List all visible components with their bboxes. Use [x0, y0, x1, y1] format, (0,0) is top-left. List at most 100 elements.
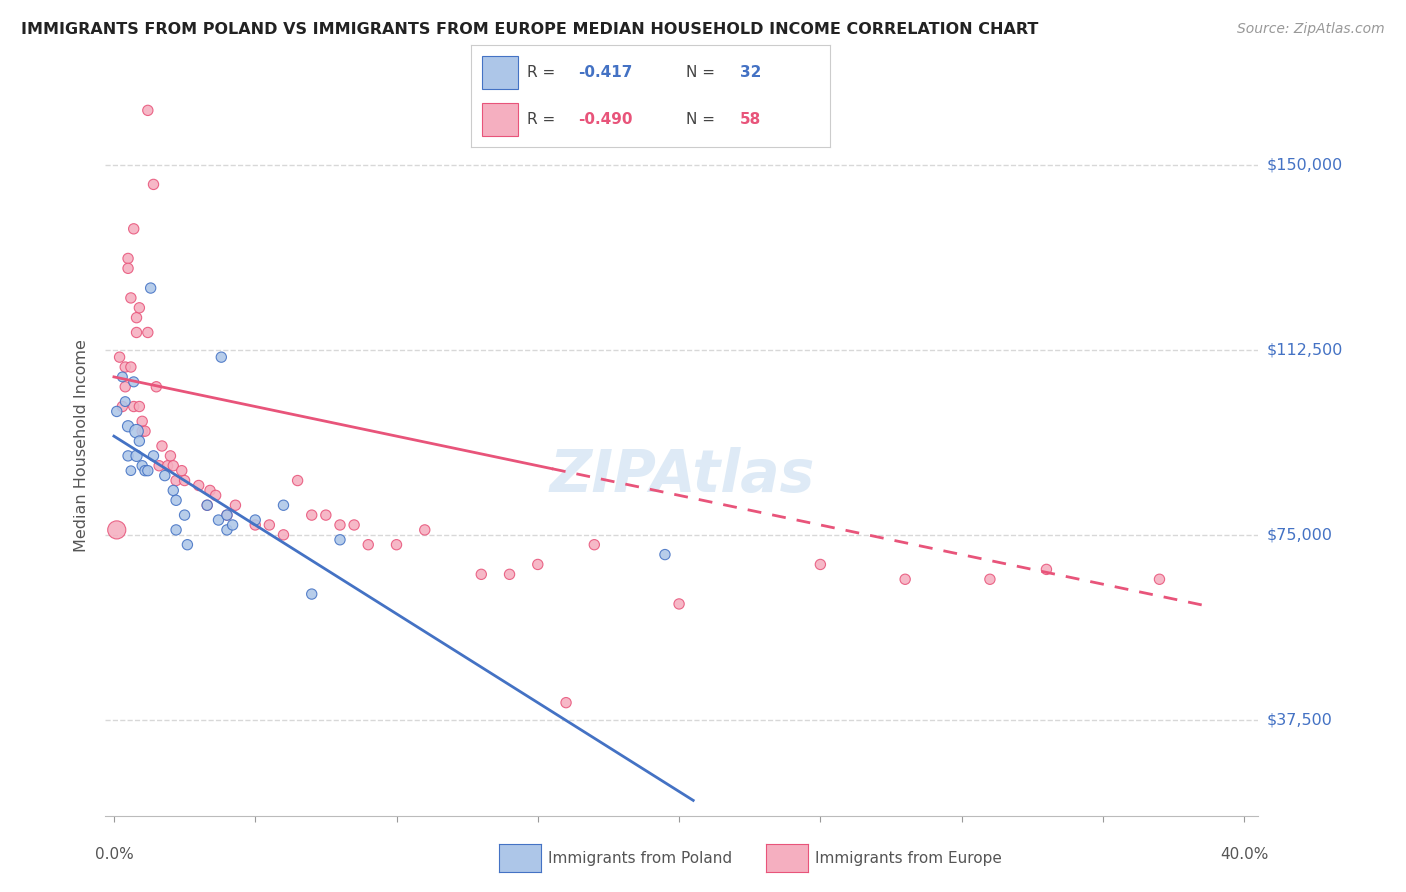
Text: R =: R =	[527, 112, 560, 127]
Point	[215, 523, 238, 537]
Text: ZIPAtlas: ZIPAtlas	[550, 447, 814, 504]
Point	[526, 558, 548, 572]
Point	[498, 567, 520, 582]
Point	[142, 178, 165, 192]
Point	[273, 498, 295, 512]
Text: R =: R =	[527, 65, 560, 79]
Point	[105, 523, 128, 537]
Point	[148, 458, 170, 473]
Point	[150, 439, 173, 453]
Point	[165, 523, 187, 537]
Point	[136, 103, 159, 118]
Point	[162, 458, 184, 473]
Point	[198, 483, 221, 498]
Point	[343, 518, 366, 533]
Point	[117, 419, 139, 434]
Point	[108, 350, 131, 364]
Point	[134, 424, 156, 438]
Point	[187, 478, 209, 492]
Point	[979, 572, 1001, 586]
FancyBboxPatch shape	[482, 103, 517, 136]
Point	[555, 696, 578, 710]
Text: Immigrants from Europe: Immigrants from Europe	[815, 851, 1002, 865]
Text: 40.0%: 40.0%	[1220, 847, 1268, 862]
Text: IMMIGRANTS FROM POLAND VS IMMIGRANTS FROM EUROPE MEDIAN HOUSEHOLD INCOME CORRELA: IMMIGRANTS FROM POLAND VS IMMIGRANTS FRO…	[21, 22, 1039, 37]
Point	[117, 261, 139, 276]
Point	[131, 424, 153, 438]
Y-axis label: Median Household Income: Median Household Income	[75, 340, 90, 552]
Point	[111, 400, 134, 414]
Point	[173, 508, 195, 522]
Text: $37,500: $37,500	[1267, 713, 1333, 728]
Text: Immigrants from Poland: Immigrants from Poland	[548, 851, 733, 865]
Point	[259, 518, 281, 533]
Text: N =: N =	[686, 65, 720, 79]
Point	[215, 508, 238, 522]
Point	[165, 493, 187, 508]
Point	[195, 498, 218, 512]
Text: -0.490: -0.490	[579, 112, 633, 127]
Point	[668, 597, 690, 611]
Point	[273, 528, 295, 542]
Point	[215, 508, 238, 522]
Point	[134, 464, 156, 478]
Point	[111, 370, 134, 384]
Point	[125, 424, 148, 438]
Point	[583, 538, 606, 552]
Point	[245, 518, 267, 533]
Point	[165, 474, 187, 488]
Point	[136, 464, 159, 478]
Text: $112,500: $112,500	[1267, 343, 1343, 358]
Point	[128, 301, 150, 315]
Point	[128, 434, 150, 448]
Point	[224, 498, 246, 512]
Point	[156, 458, 179, 473]
Point	[170, 464, 193, 478]
Point	[357, 538, 380, 552]
Point	[808, 558, 831, 572]
Point	[122, 222, 145, 236]
Point	[204, 488, 226, 502]
Point	[114, 380, 136, 394]
Point	[105, 404, 128, 418]
Point	[122, 400, 145, 414]
Point	[173, 474, 195, 488]
Point	[117, 252, 139, 266]
Point	[301, 508, 323, 522]
Point	[329, 518, 352, 533]
FancyBboxPatch shape	[482, 56, 517, 88]
Text: Source: ZipAtlas.com: Source: ZipAtlas.com	[1237, 22, 1385, 37]
Point	[195, 498, 218, 512]
Point	[287, 474, 309, 488]
Point	[221, 518, 243, 533]
Point	[125, 326, 148, 340]
Point	[114, 394, 136, 409]
Point	[245, 513, 267, 527]
Point	[145, 380, 167, 394]
Point	[654, 548, 676, 562]
Point	[142, 449, 165, 463]
Point	[159, 449, 181, 463]
Point	[120, 359, 142, 374]
Text: 0.0%: 0.0%	[94, 847, 134, 862]
Point	[209, 350, 232, 364]
Text: $75,000: $75,000	[1267, 527, 1333, 542]
Text: 58: 58	[740, 112, 761, 127]
Text: 32: 32	[740, 65, 761, 79]
Point	[122, 375, 145, 389]
Point	[470, 567, 492, 582]
Text: -0.417: -0.417	[579, 65, 633, 79]
Point	[301, 587, 323, 601]
Point	[329, 533, 352, 547]
Point	[125, 449, 148, 463]
Point	[413, 523, 436, 537]
Point	[125, 310, 148, 325]
Point	[894, 572, 917, 586]
Point	[385, 538, 408, 552]
Text: N =: N =	[686, 112, 720, 127]
Point	[162, 483, 184, 498]
Point	[1035, 562, 1057, 576]
Point	[176, 538, 198, 552]
Point	[114, 359, 136, 374]
Point	[315, 508, 337, 522]
